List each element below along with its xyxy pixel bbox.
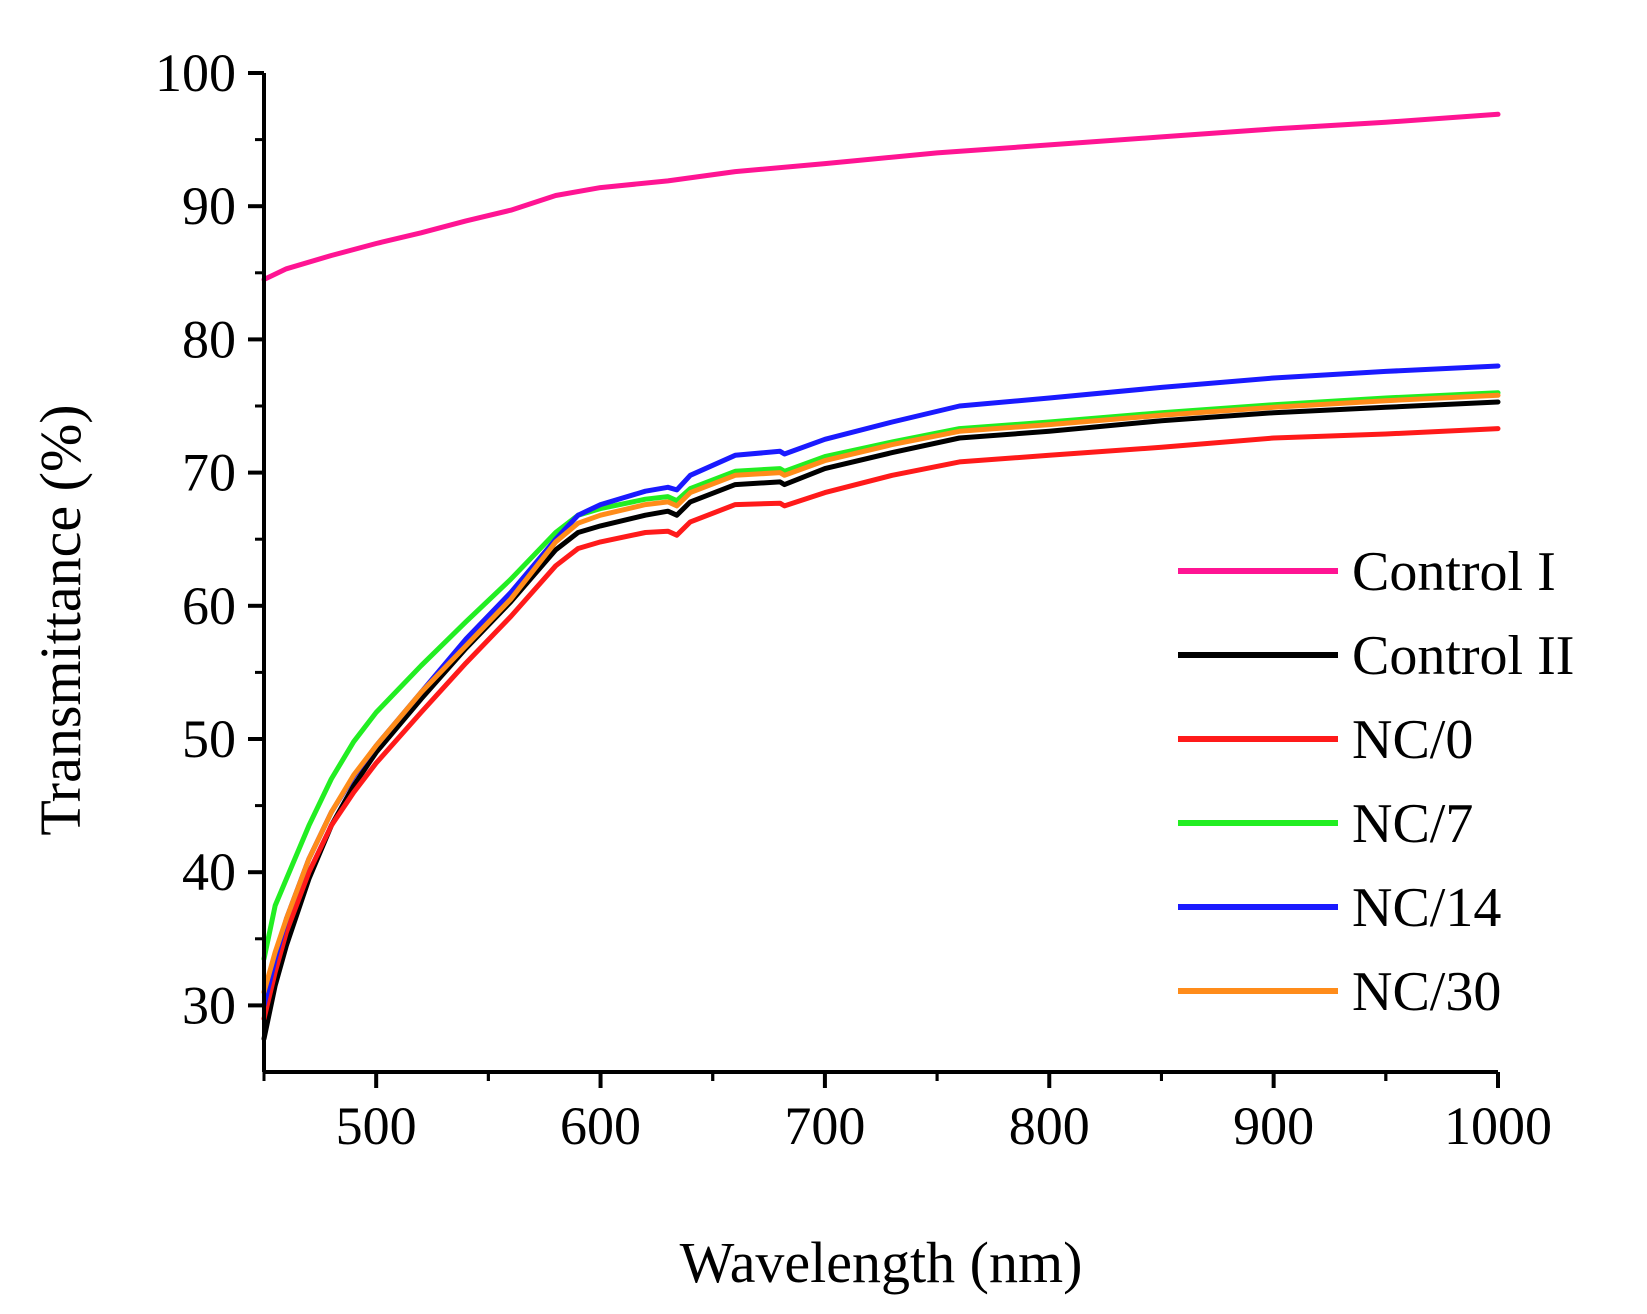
series-line-control-ii [261, 399, 1501, 1042]
y-tick-label-40: 40 [182, 842, 236, 902]
legend-label-nc-7: NC/7 [1352, 793, 1473, 855]
x-tick-label-900: 900 [1233, 1096, 1314, 1156]
legend-label-nc-0: NC/0 [1352, 709, 1473, 771]
legend-label-control-i: Control I [1352, 541, 1556, 603]
legend: Control I Control II NC/0 NC/7 NC/14 NC/30 [1178, 541, 1574, 1023]
y-tick-label-70: 70 [182, 443, 236, 503]
series-line-nc-7 [261, 390, 1501, 962]
x-tick-label-700: 700 [784, 1096, 865, 1156]
ticks-layer: 500 600 700 800 900 1000 30 40 50 60 70 80 90 100 [155, 43, 1552, 1156]
axes-layer [262, 73, 1498, 1074]
x-axis-title: Wavelength (nm) [680, 1230, 1083, 1295]
x-tick-label-500: 500 [336, 1096, 417, 1156]
y-tick-label-50: 50 [182, 709, 236, 769]
series-line-control-i [261, 111, 1501, 282]
x-tick-label-1000: 1000 [1444, 1096, 1552, 1156]
x-tick-label-800: 800 [1009, 1096, 1090, 1156]
series-line-nc-30 [261, 392, 1501, 995]
y-tick-label-100: 100 [155, 43, 236, 103]
series-layer [261, 111, 1501, 1042]
series-line-nc-0 [261, 426, 1501, 1022]
y-tick-label-80: 80 [182, 309, 236, 369]
y-tick-label-30: 30 [182, 975, 236, 1035]
y-tick-label-90: 90 [182, 176, 236, 236]
legend-label-nc-30: NC/30 [1352, 961, 1501, 1023]
legend-label-control-ii: Control II [1352, 625, 1574, 687]
x-tick-label-600: 600 [560, 1096, 641, 1156]
y-axis-title: Transmittance (%) [28, 404, 93, 835]
legend-label-nc-14: NC/14 [1352, 877, 1501, 939]
y-tick-label-60: 60 [182, 576, 236, 636]
